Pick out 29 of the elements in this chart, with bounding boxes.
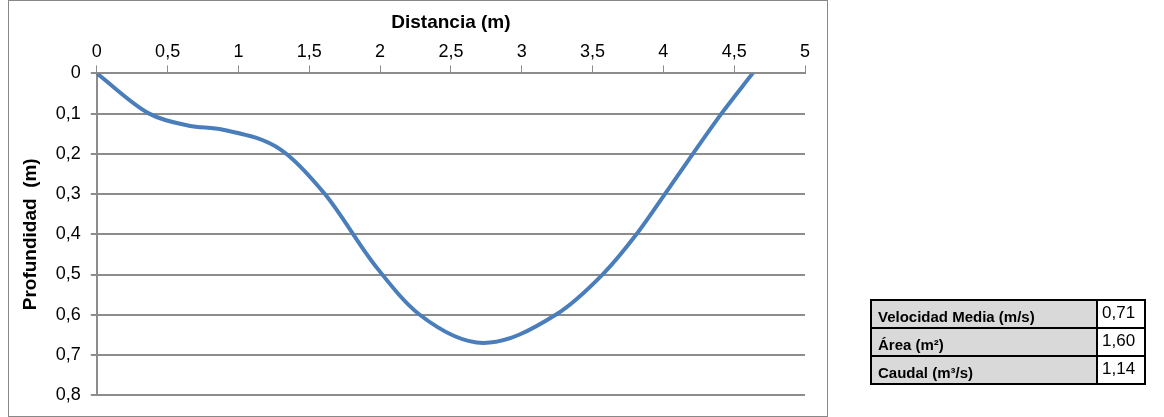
x-tick-label: 1,5 (296, 40, 322, 61)
text: Área (m²) (871, 328, 1097, 356)
y-tick-label: 0,6 (55, 303, 81, 324)
text: 1,60 (1097, 328, 1145, 356)
y-tick-label: 0,5 (55, 263, 81, 284)
y-tick-label: 0,1 (55, 102, 81, 123)
x-tick-label: 4,5 (721, 40, 747, 61)
y-tick-label: 0,3 (55, 183, 81, 204)
x-tick-label: 5 (799, 40, 811, 61)
x-tick-label: 4 (658, 40, 669, 61)
text: 1,14 (1097, 356, 1145, 384)
y-tick-label: 0,4 (55, 223, 81, 244)
x-tick-label: 2,5 (438, 40, 464, 61)
x-tick-label: 1 (233, 40, 244, 61)
x-axis-title: Distancia (m) (391, 10, 511, 32)
text: Velocidad Media (m/s) (871, 300, 1097, 328)
y-tick-label: 0,2 (55, 142, 81, 163)
text: Caudal (m³/s) (871, 356, 1097, 384)
y-tick-label: 0,8 (55, 384, 81, 405)
x-tick-label: 2 (375, 40, 386, 61)
line-series (96, 73, 755, 345)
x-tick-label: 3,5 (580, 40, 606, 61)
y-tick-label: 0 (70, 62, 81, 83)
x-tick-label: 0,5 (155, 40, 181, 61)
x-tick-label: 3 (516, 40, 527, 61)
x-tick-label: 0 (91, 40, 102, 61)
text: 0,71 (1097, 300, 1145, 328)
y-axis-title: Profundidad (m) (18, 158, 40, 311)
y-tick-label: 0,7 (55, 343, 81, 364)
